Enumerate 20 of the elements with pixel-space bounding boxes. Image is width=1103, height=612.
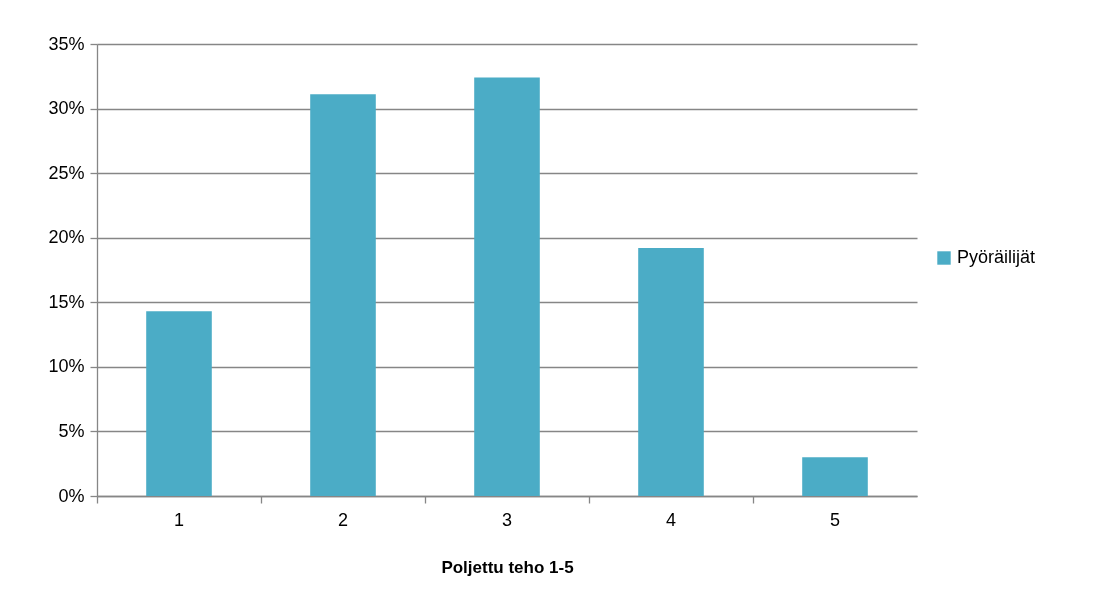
x-axis-title: Poljettu teho 1-5 <box>441 557 574 577</box>
legend-label: Pyöräilijät <box>957 247 1036 267</box>
y-tick-label: 0% <box>58 485 85 506</box>
bar <box>310 94 376 496</box>
x-tick-label: 4 <box>665 509 677 530</box>
x-tick-label: 5 <box>829 509 841 530</box>
x-tick-label: 1 <box>173 509 185 530</box>
bar <box>474 77 540 496</box>
y-tick-label: 5% <box>58 420 85 441</box>
y-tick-label: 25% <box>48 162 85 183</box>
y-tick-label: 35% <box>48 33 85 54</box>
y-tick-label: 30% <box>48 98 85 119</box>
x-tick-label: 2 <box>337 509 349 530</box>
bar <box>638 248 704 496</box>
y-tick-label: 20% <box>48 227 85 248</box>
bar <box>146 311 212 496</box>
bar <box>802 457 868 496</box>
y-tick-label: 10% <box>48 356 85 377</box>
y-tick-label: 15% <box>48 291 85 312</box>
x-tick-label: 3 <box>501 509 513 530</box>
